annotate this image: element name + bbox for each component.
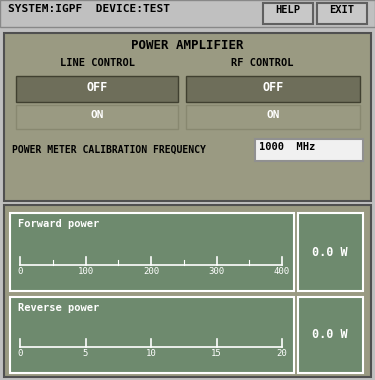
- Text: Forward power: Forward power: [18, 219, 99, 229]
- Text: HELP: HELP: [276, 5, 300, 15]
- Text: POWER AMPLIFIER: POWER AMPLIFIER: [131, 39, 243, 52]
- Bar: [10, 297, 294, 373]
- Text: 300: 300: [209, 267, 225, 276]
- Text: ON: ON: [90, 110, 104, 120]
- Text: 0: 0: [17, 349, 22, 358]
- Text: OFF: OFF: [86, 81, 108, 94]
- Bar: [186, 76, 360, 102]
- Bar: [186, 105, 360, 129]
- Text: 400: 400: [274, 267, 290, 276]
- Bar: [4, 33, 371, 201]
- Bar: [4, 205, 371, 377]
- Text: 0.0 W: 0.0 W: [312, 328, 348, 342]
- Text: 20: 20: [277, 349, 287, 358]
- Bar: [298, 297, 363, 373]
- Text: OFF: OFF: [262, 81, 284, 94]
- Bar: [298, 213, 363, 291]
- Text: 0.0 W: 0.0 W: [312, 245, 348, 258]
- Bar: [0, 0, 375, 27]
- Text: 15: 15: [211, 349, 222, 358]
- Text: 0: 0: [17, 267, 22, 276]
- Text: 1000  MHz: 1000 MHz: [259, 142, 315, 152]
- Text: POWER METER CALIBRATION FREQUENCY: POWER METER CALIBRATION FREQUENCY: [12, 145, 206, 155]
- Text: ON: ON: [266, 110, 280, 120]
- Text: 10: 10: [146, 349, 156, 358]
- Bar: [10, 213, 294, 291]
- Text: EXIT: EXIT: [330, 5, 354, 15]
- Text: LINE CONTROL: LINE CONTROL: [60, 58, 135, 68]
- Text: 5: 5: [83, 349, 88, 358]
- Bar: [317, 3, 367, 24]
- Bar: [255, 139, 363, 161]
- Bar: [16, 105, 178, 129]
- Bar: [16, 76, 178, 102]
- Text: RF CONTROL: RF CONTROL: [231, 58, 293, 68]
- Text: 200: 200: [143, 267, 159, 276]
- Text: SYSTEM:IGPF  DEVICE:TEST: SYSTEM:IGPF DEVICE:TEST: [8, 4, 170, 14]
- Text: 100: 100: [77, 267, 94, 276]
- Text: Reverse power: Reverse power: [18, 303, 99, 313]
- Bar: [263, 3, 313, 24]
